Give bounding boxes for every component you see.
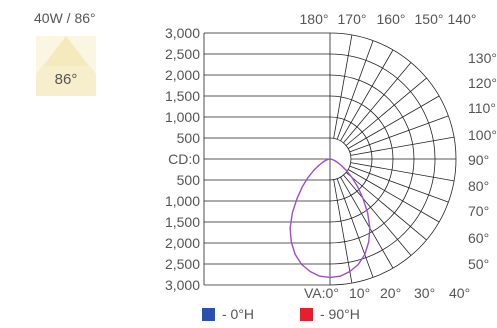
polar-radial-line xyxy=(345,77,427,146)
angle-label-right: 70° xyxy=(468,203,489,219)
angle-label-bottom: VA:0° xyxy=(304,285,339,301)
polar-radial-line xyxy=(340,176,394,269)
polar-radial-line xyxy=(336,178,374,278)
angle-label-bottom: 40° xyxy=(449,285,470,301)
polar-radial-line xyxy=(347,169,440,223)
legend-label-90h: - 90°H xyxy=(320,306,360,322)
angle-label-top: 180° xyxy=(300,11,329,27)
beam-angle-label: 86° xyxy=(54,71,78,88)
cd-tick-label: 500 xyxy=(177,130,201,146)
angle-label-bottom: 30° xyxy=(414,285,435,301)
beam-angle-badge: 86° xyxy=(36,36,96,96)
angle-label-right: 50° xyxy=(468,256,489,272)
series-curve-0h xyxy=(289,158,371,279)
polar-radial-line xyxy=(349,165,449,203)
cd-tick-label: 2,500 xyxy=(165,46,200,62)
polar-radial-line xyxy=(347,95,440,149)
beam-cone-icon xyxy=(36,36,96,96)
polar-radial-line xyxy=(343,62,412,144)
cd-axis-label: CD:0 xyxy=(168,151,200,167)
polar-radial-line xyxy=(333,34,353,139)
angle-label-top: 170° xyxy=(338,11,367,27)
polar-radial-line xyxy=(345,172,427,241)
polar-radial-line xyxy=(343,174,412,256)
angle-label-top: 150° xyxy=(415,11,444,27)
cd-tick-label: 3,000 xyxy=(165,25,200,41)
polar-radial-line xyxy=(333,179,353,284)
cd-tick-label: 2,000 xyxy=(165,67,200,83)
legend-swatch-0h xyxy=(202,308,215,321)
cd-tick-label: 1,500 xyxy=(165,88,200,104)
angle-label-top: 160° xyxy=(377,11,406,27)
legend-swatch-90h xyxy=(300,308,313,321)
angle-label-right: 80° xyxy=(468,178,489,194)
polar-radial-line xyxy=(350,162,455,182)
polar-radial-line xyxy=(349,115,449,153)
angle-label-right: 100° xyxy=(468,127,497,143)
cd-tick-label: 2,500 xyxy=(165,256,200,272)
angle-label-right: 90° xyxy=(468,152,489,168)
polar-radial-line xyxy=(340,49,394,142)
polar-radial-line xyxy=(336,40,374,140)
polar-radial-line xyxy=(350,136,455,156)
angle-label-right: 110° xyxy=(468,100,496,116)
angle-label-top: 140° xyxy=(448,11,477,27)
legend-item-90h: - 90°H xyxy=(300,306,360,322)
cd-tick-label: 1,000 xyxy=(165,109,200,125)
legend-item-0h: - 0°H xyxy=(202,306,254,322)
cd-tick-label: 1,500 xyxy=(165,214,200,230)
angle-label-right: 120° xyxy=(468,75,497,91)
angle-label-right: 60° xyxy=(468,230,489,246)
angle-label-bottom: 10° xyxy=(349,285,370,301)
cd-tick-label: 1,000 xyxy=(165,193,200,209)
cd-tick-label: 2,000 xyxy=(165,235,200,251)
legend-label-0h: - 0°H xyxy=(222,306,255,322)
angle-label-right: 130° xyxy=(468,50,497,66)
cd-tick-label: 3,000 xyxy=(165,277,200,293)
cd-tick-label: 500 xyxy=(177,172,201,188)
header-title: 40W / 86° xyxy=(34,10,96,26)
angle-label-bottom: 20° xyxy=(380,285,401,301)
